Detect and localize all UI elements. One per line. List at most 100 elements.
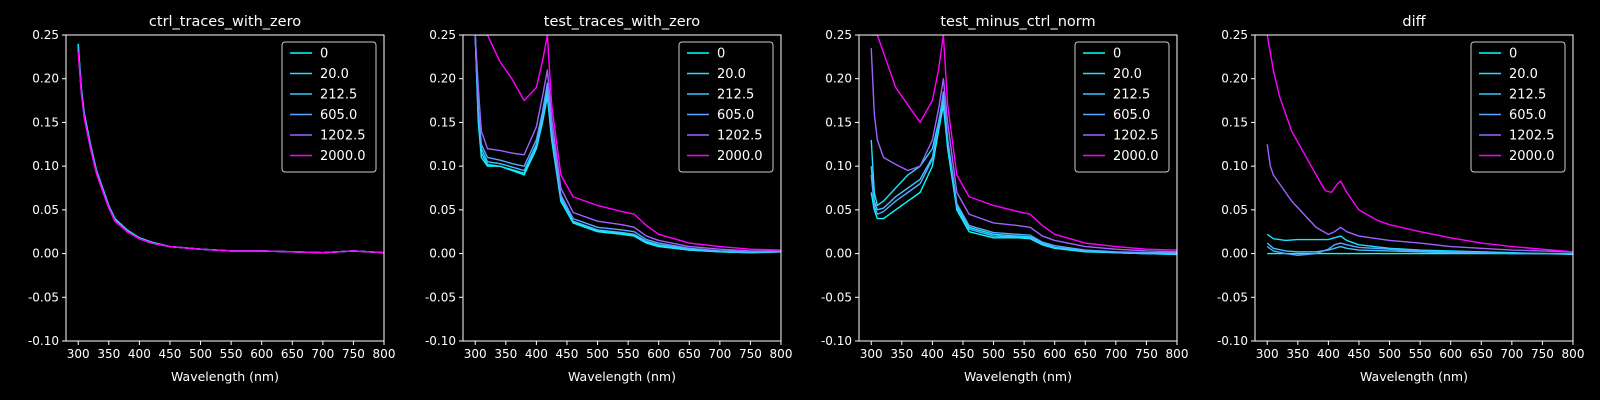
- x-tick-label: 500: [586, 347, 609, 361]
- legend-label: 2000.0: [320, 149, 366, 164]
- series-group: [870, 35, 1177, 256]
- x-tick-label: 750: [1531, 347, 1554, 361]
- legend-label: 605.0: [320, 108, 357, 123]
- y-tick-label: 0.10: [825, 159, 852, 173]
- series-line-1202.5: [1266, 144, 1573, 253]
- x-tick-label: 300: [1256, 347, 1279, 361]
- x-tick-label: 450: [159, 347, 182, 361]
- legend: 0 20.0 212.5 605.0 1202.5 2000.0: [1074, 41, 1170, 173]
- plot-frame: [462, 34, 782, 342]
- y-tick-label: -0.05: [28, 290, 59, 304]
- x-tick-label: 650: [678, 347, 701, 361]
- x-tick-label: 300: [464, 347, 487, 361]
- legend-label: 2000.0: [717, 149, 763, 164]
- y-tick-label: 0.20: [1221, 72, 1248, 86]
- y-tick-label: -0.05: [1217, 290, 1248, 304]
- legend-box: [1470, 41, 1566, 173]
- series-line-2000.0: [871, 35, 1177, 251]
- y-tick-label: 0.15: [429, 115, 456, 129]
- y-tick-label: 0.20: [825, 72, 852, 86]
- x-tick-label: 600: [1439, 347, 1462, 361]
- x-tick-label: 750: [739, 347, 762, 361]
- x-tick-label: 650: [1470, 347, 1493, 361]
- x-axis-label: Wavelength (nm): [964, 369, 1072, 384]
- y-tick-label: 0.20: [429, 72, 456, 86]
- x-tick-label: 550: [220, 347, 243, 361]
- x-tick-label: 700: [311, 347, 334, 361]
- legend-label: 1202.5: [1113, 129, 1159, 144]
- x-tick-label: 350: [890, 347, 913, 361]
- series-group: [1266, 35, 1573, 257]
- chart-title: test_traces_with_zero: [544, 14, 701, 30]
- x-tick-label: 700: [1104, 347, 1127, 361]
- legend-label: 0: [1509, 47, 1517, 62]
- y-tick-label: -0.10: [425, 334, 456, 348]
- y-tick-label: 0.25: [429, 28, 456, 42]
- y-tick-label: 0.05: [32, 203, 59, 217]
- legend-box: [1074, 41, 1170, 173]
- x-tick-label: 400: [128, 347, 151, 361]
- legend-label: 0: [1113, 47, 1121, 62]
- series-line-605.0: [870, 91, 1177, 254]
- legend-label: 0: [320, 47, 328, 62]
- legend-label: 212.5: [1509, 88, 1546, 103]
- x-tick-label: 400: [921, 347, 944, 361]
- y-tick-label: 0.25: [825, 28, 852, 42]
- series-group: [474, 35, 781, 254]
- x-tick-label: 300: [67, 347, 90, 361]
- legend-label: 605.0: [1113, 108, 1150, 123]
- legend: 0 20.0 212.5 605.0 1202.5 2000.0: [1470, 41, 1566, 173]
- y-tick-label: -0.05: [821, 290, 852, 304]
- series-group: [77, 43, 384, 254]
- y-tick-label: -0.10: [1217, 334, 1248, 348]
- x-axis-label: Wavelength (nm): [171, 369, 279, 384]
- legend-label: 20.0: [320, 67, 349, 82]
- y-tick-label: 0.05: [429, 203, 456, 217]
- legend: 0 20.0 212.5 605.0 1202.5 2000.0: [678, 41, 774, 173]
- plot-frame: [1254, 34, 1574, 342]
- x-tick-label: 550: [1013, 347, 1036, 361]
- x-tick-label: 550: [1409, 347, 1432, 361]
- panels: ctrl_traces_with_zero 300 350 400 450 500 550 6…: [28, 14, 1585, 384]
- y-tick-label: 0.10: [32, 159, 59, 173]
- x-tick-label: 650: [281, 347, 304, 361]
- y-tick-label: 0.05: [825, 203, 852, 217]
- y-tick-label: 0.00: [825, 247, 852, 261]
- plot-frame: [858, 34, 1178, 342]
- legend-box: [281, 41, 377, 173]
- legend-label: 2000.0: [1113, 149, 1159, 164]
- series-line-2000.0: [475, 35, 781, 251]
- plot-frame: [65, 34, 385, 342]
- legend-label: 212.5: [1113, 88, 1150, 103]
- series-line-1202.5: [870, 48, 1177, 253]
- x-tick-label: 500: [1378, 347, 1401, 361]
- y-tick-label: 0.15: [32, 115, 59, 129]
- series-line-2000.0: [1266, 35, 1573, 253]
- x-tick-label: 800: [1166, 347, 1189, 361]
- x-tick-label: 650: [1074, 347, 1097, 361]
- x-tick-label: 350: [1286, 347, 1309, 361]
- series-line-20.0: [1266, 233, 1573, 256]
- x-tick-label: 350: [97, 347, 120, 361]
- chart-panel-1: ctrl_traces_with_zero 300 350 400 450 500 550 6…: [28, 14, 396, 384]
- y-tick-label: 0.15: [825, 115, 852, 129]
- x-tick-label: 450: [1348, 347, 1371, 361]
- y-tick-label: 0.25: [32, 28, 59, 42]
- y-tick-label: 0.10: [429, 159, 456, 173]
- x-tick-label: 700: [708, 347, 731, 361]
- series-line-1202.5: [474, 35, 781, 252]
- x-tick-label: 450: [556, 347, 579, 361]
- y-tick-label: -0.05: [425, 290, 456, 304]
- x-tick-label: 750: [342, 347, 365, 361]
- y-tick-label: -0.10: [28, 334, 59, 348]
- y-tick-label: 0.20: [32, 72, 59, 86]
- x-tick-label: 600: [250, 347, 273, 361]
- legend-label: 20.0: [717, 67, 746, 82]
- chart-panel-2: test_traces_with_zero 300 350 400 450 500 550 6…: [425, 14, 793, 384]
- x-tick-label: 700: [1500, 347, 1523, 361]
- x-tick-label: 550: [617, 347, 640, 361]
- legend-label: 20.0: [1509, 67, 1538, 82]
- chart-panel-3: test_minus_ctrl_norm 300 350 400 450 500 550 60…: [821, 14, 1189, 384]
